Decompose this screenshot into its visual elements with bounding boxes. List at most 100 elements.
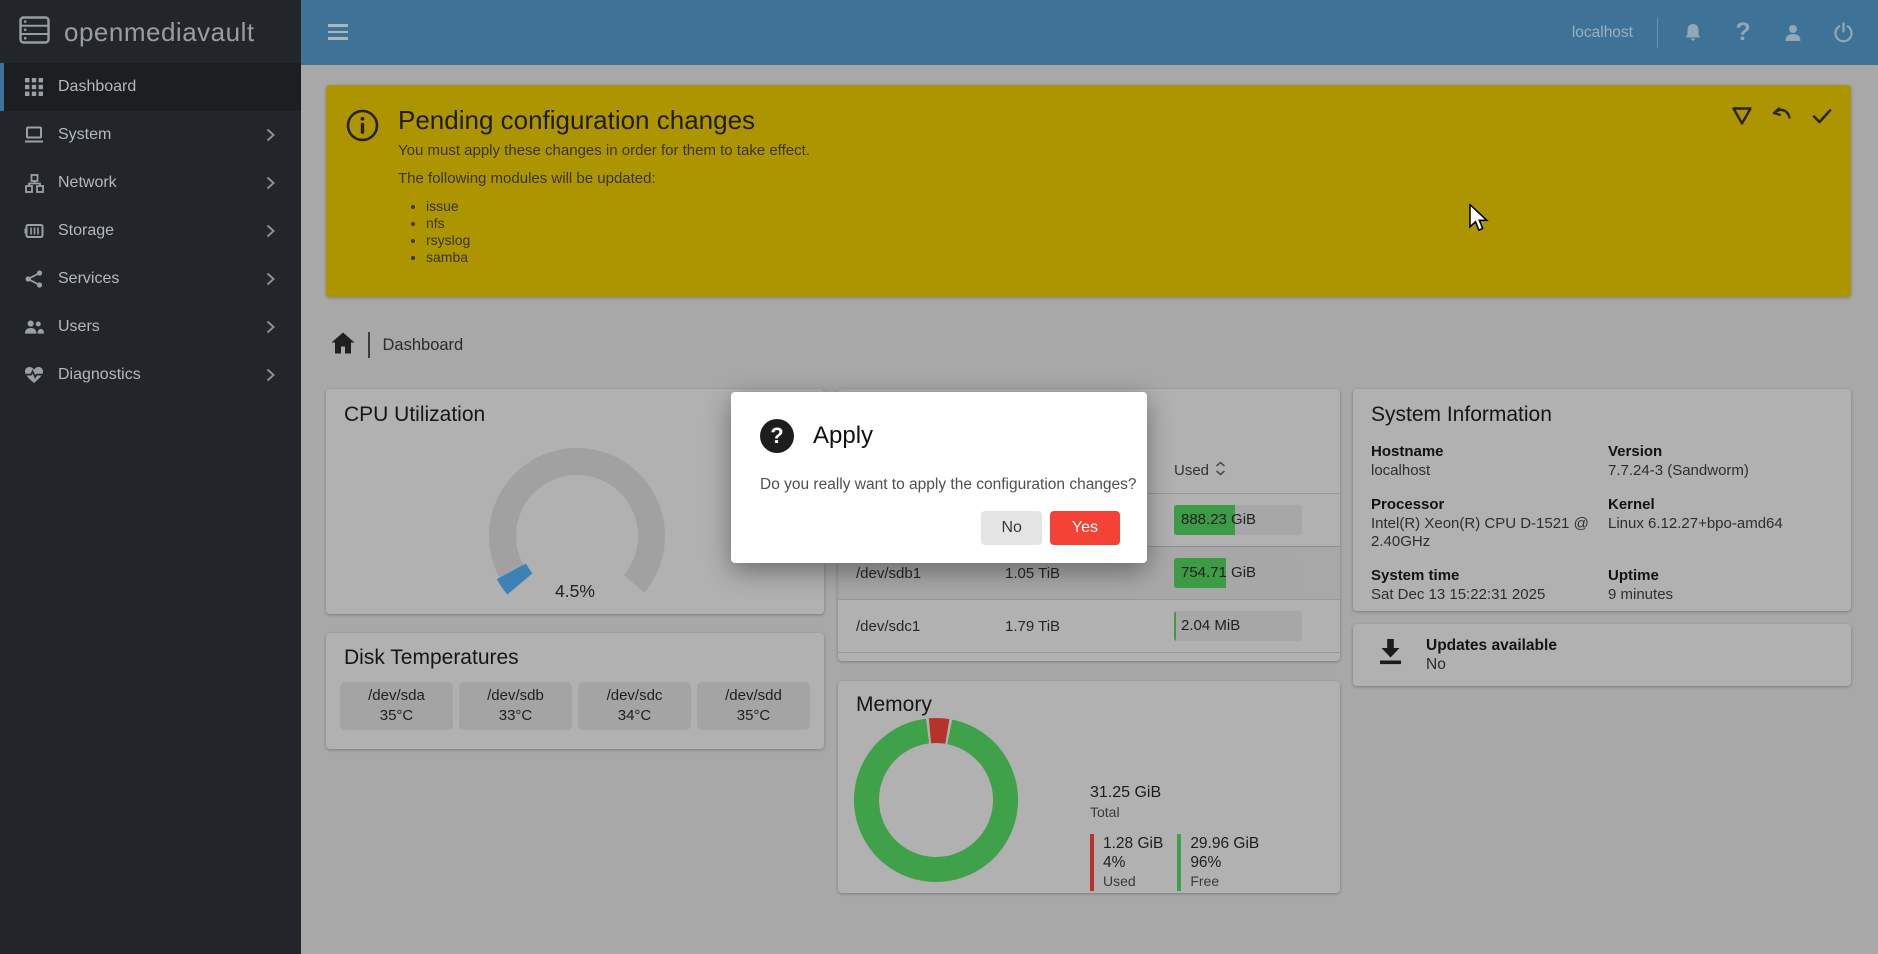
dialog-message: Do you really want to apply the configur…: [760, 476, 1137, 493]
used-bar-label: 754.71 GiB: [1181, 564, 1257, 581]
apply-check-icon[interactable]: [1807, 101, 1837, 131]
disk-temp-tile: /dev/sda 35°C: [340, 682, 453, 730]
field-label: Uptime: [1608, 567, 1659, 584]
system-info-grid: Hostname localhost Version 7.7.24-3 (San…: [1371, 443, 1837, 604]
cpu-gauge-chart: [489, 448, 665, 595]
field-value: Sat Dec 13 15:22:31 2025: [1371, 586, 1546, 603]
yes-button[interactable]: Yes: [1049, 511, 1120, 545]
sidebar-item-label: System: [58, 126, 112, 143]
sidebar-item-services[interactable]: Services: [0, 255, 301, 303]
logo: openmediavault: [0, 0, 301, 65]
module-item: nfs: [426, 215, 470, 232]
used-bar: 888.23 GiB: [1174, 505, 1302, 535]
card-title: Disk Temperatures: [344, 646, 519, 669]
system-info-field: Uptime 9 minutes: [1608, 567, 1837, 604]
storage-icon: [24, 221, 44, 241]
network-icon: [24, 173, 44, 193]
banner-modules-intro: The following modules will be updated:: [398, 170, 656, 187]
logo-text: openmediavault: [64, 17, 255, 47]
cpu-gauge-value: 4.5%: [555, 581, 595, 601]
memory-free-value: 29.96 GiB: [1190, 835, 1260, 852]
sidebar-item-label: Diagnostics: [58, 366, 141, 383]
memory-free-pct: 96%: [1190, 854, 1222, 871]
system-info-field: Processor Intel(R) Xeon(R) CPU D-1521 @ …: [1371, 496, 1608, 551]
cell-used: 754.71 GiB: [1174, 558, 1340, 588]
chevron-right-icon: [266, 176, 275, 195]
sidebar-item-label: Services: [58, 270, 120, 287]
chevron-right-icon: [266, 224, 275, 243]
show-diff-icon[interactable]: [1727, 101, 1757, 131]
chevron-right-icon: [266, 368, 275, 387]
used-bar-label: 2.04 MiB: [1181, 617, 1241, 634]
system-info-field: Version 7.7.24-3 (Sandworm): [1608, 443, 1837, 480]
home-icon[interactable]: [331, 332, 355, 359]
sidebar: openmediavault Dashboard System Network …: [0, 0, 301, 954]
download-icon: [1377, 638, 1404, 672]
card-title: System Information: [1371, 403, 1552, 426]
breadcrumb-page[interactable]: Dashboard: [382, 335, 464, 354]
memory-free-label: Free: [1190, 873, 1220, 889]
cell-used: 2.04 MiB: [1174, 611, 1340, 641]
dashboard-grid-icon: [24, 77, 44, 97]
memory-free-item: 29.96 GiB 96% Free: [1177, 834, 1259, 891]
disk-temp: 34°C: [617, 707, 652, 724]
memory-used-pct: 4%: [1103, 854, 1126, 871]
memory-used-label: Used: [1103, 873, 1136, 889]
sidebar-item-network[interactable]: Network: [0, 159, 301, 207]
memory-card: Memory 31.25 GiB Total 1.28 GiB 4% Used …: [838, 681, 1340, 893]
info-icon: [346, 109, 379, 147]
card-title: Memory: [856, 693, 932, 716]
system-information-card: System Information Hostname localhost Ve…: [1353, 389, 1851, 611]
menu-toggle-button[interactable]: [328, 24, 348, 40]
used-bar: 2.04 MiB: [1174, 611, 1302, 641]
field-value: Linux 6.12.27+bpo-amd64: [1608, 515, 1783, 532]
chevron-right-icon: [266, 320, 275, 339]
no-button[interactable]: No: [981, 511, 1042, 545]
services-share-icon: [24, 269, 44, 289]
sidebar-item-dashboard[interactable]: Dashboard: [0, 63, 301, 111]
sidebar-item-system[interactable]: System: [0, 111, 301, 159]
sidebar-item-diagnostics[interactable]: Diagnostics: [0, 351, 301, 399]
breadcrumb-divider: [368, 332, 370, 358]
table-row: 888.23 GiB: [838, 493, 1340, 546]
help-icon[interactable]: ?: [1735, 18, 1751, 46]
memory-donut-chart: [854, 718, 1018, 882]
field-label: Hostname: [1371, 443, 1444, 460]
sidebar-item-storage[interactable]: Storage: [0, 207, 301, 255]
mouse-cursor: [1468, 202, 1490, 239]
disk-device: /dev/sdc: [606, 687, 663, 704]
header-used[interactable]: Used: [1174, 461, 1340, 480]
banner-modules-list: issuenfsrsyslogsamba: [326, 198, 470, 266]
cell-size: 1.79 TiB: [1005, 617, 1061, 635]
user-account-icon[interactable]: [1778, 18, 1808, 48]
power-icon[interactable]: [1828, 18, 1858, 48]
disk-device: /dev/sdd: [725, 687, 782, 704]
sidebar-item-users[interactable]: Users: [0, 303, 301, 351]
hostname-label: localhost: [1571, 23, 1633, 41]
banner-title: Pending configuration changes: [398, 105, 756, 135]
system-icon: [24, 125, 44, 145]
header-used-label: Used: [1174, 461, 1210, 479]
disk-temp-tile: /dev/sdc 34°C: [578, 682, 691, 730]
system-info-field: Kernel Linux 6.12.27+bpo-amd64: [1608, 496, 1837, 551]
omv-logo-icon: [19, 16, 50, 49]
revert-undo-icon[interactable]: [1767, 101, 1797, 131]
dialog-buttons: No Yes: [981, 511, 1120, 545]
module-item: rsyslog: [426, 232, 470, 249]
banner-message: You must apply these changes in order fo…: [398, 142, 810, 159]
field-label: Kernel: [1608, 496, 1655, 513]
updates-title: Updates available: [1426, 636, 1557, 654]
dialog-title: Apply: [813, 422, 874, 449]
memory-legend: 31.25 GiB Total 1.28 GiB 4% Used 29.96 G…: [1090, 784, 1259, 891]
disk-temperatures-card: Disk Temperatures /dev/sda 35°C /dev/sdb…: [326, 633, 824, 749]
field-value: 7.7.24-3 (Sandworm): [1608, 462, 1749, 479]
table-header-row: Used: [838, 447, 1340, 493]
disk-temp-tile: /dev/sdd 35°C: [697, 682, 810, 730]
chevron-right-icon: [266, 128, 275, 147]
system-info-field: System time Sat Dec 13 15:22:31 2025: [1371, 567, 1608, 604]
sidebar-item-label: Users: [58, 318, 100, 335]
field-label: Processor: [1371, 496, 1445, 513]
notifications-bell-icon[interactable]: [1678, 18, 1708, 48]
sidebar-item-label: Dashboard: [58, 78, 137, 95]
